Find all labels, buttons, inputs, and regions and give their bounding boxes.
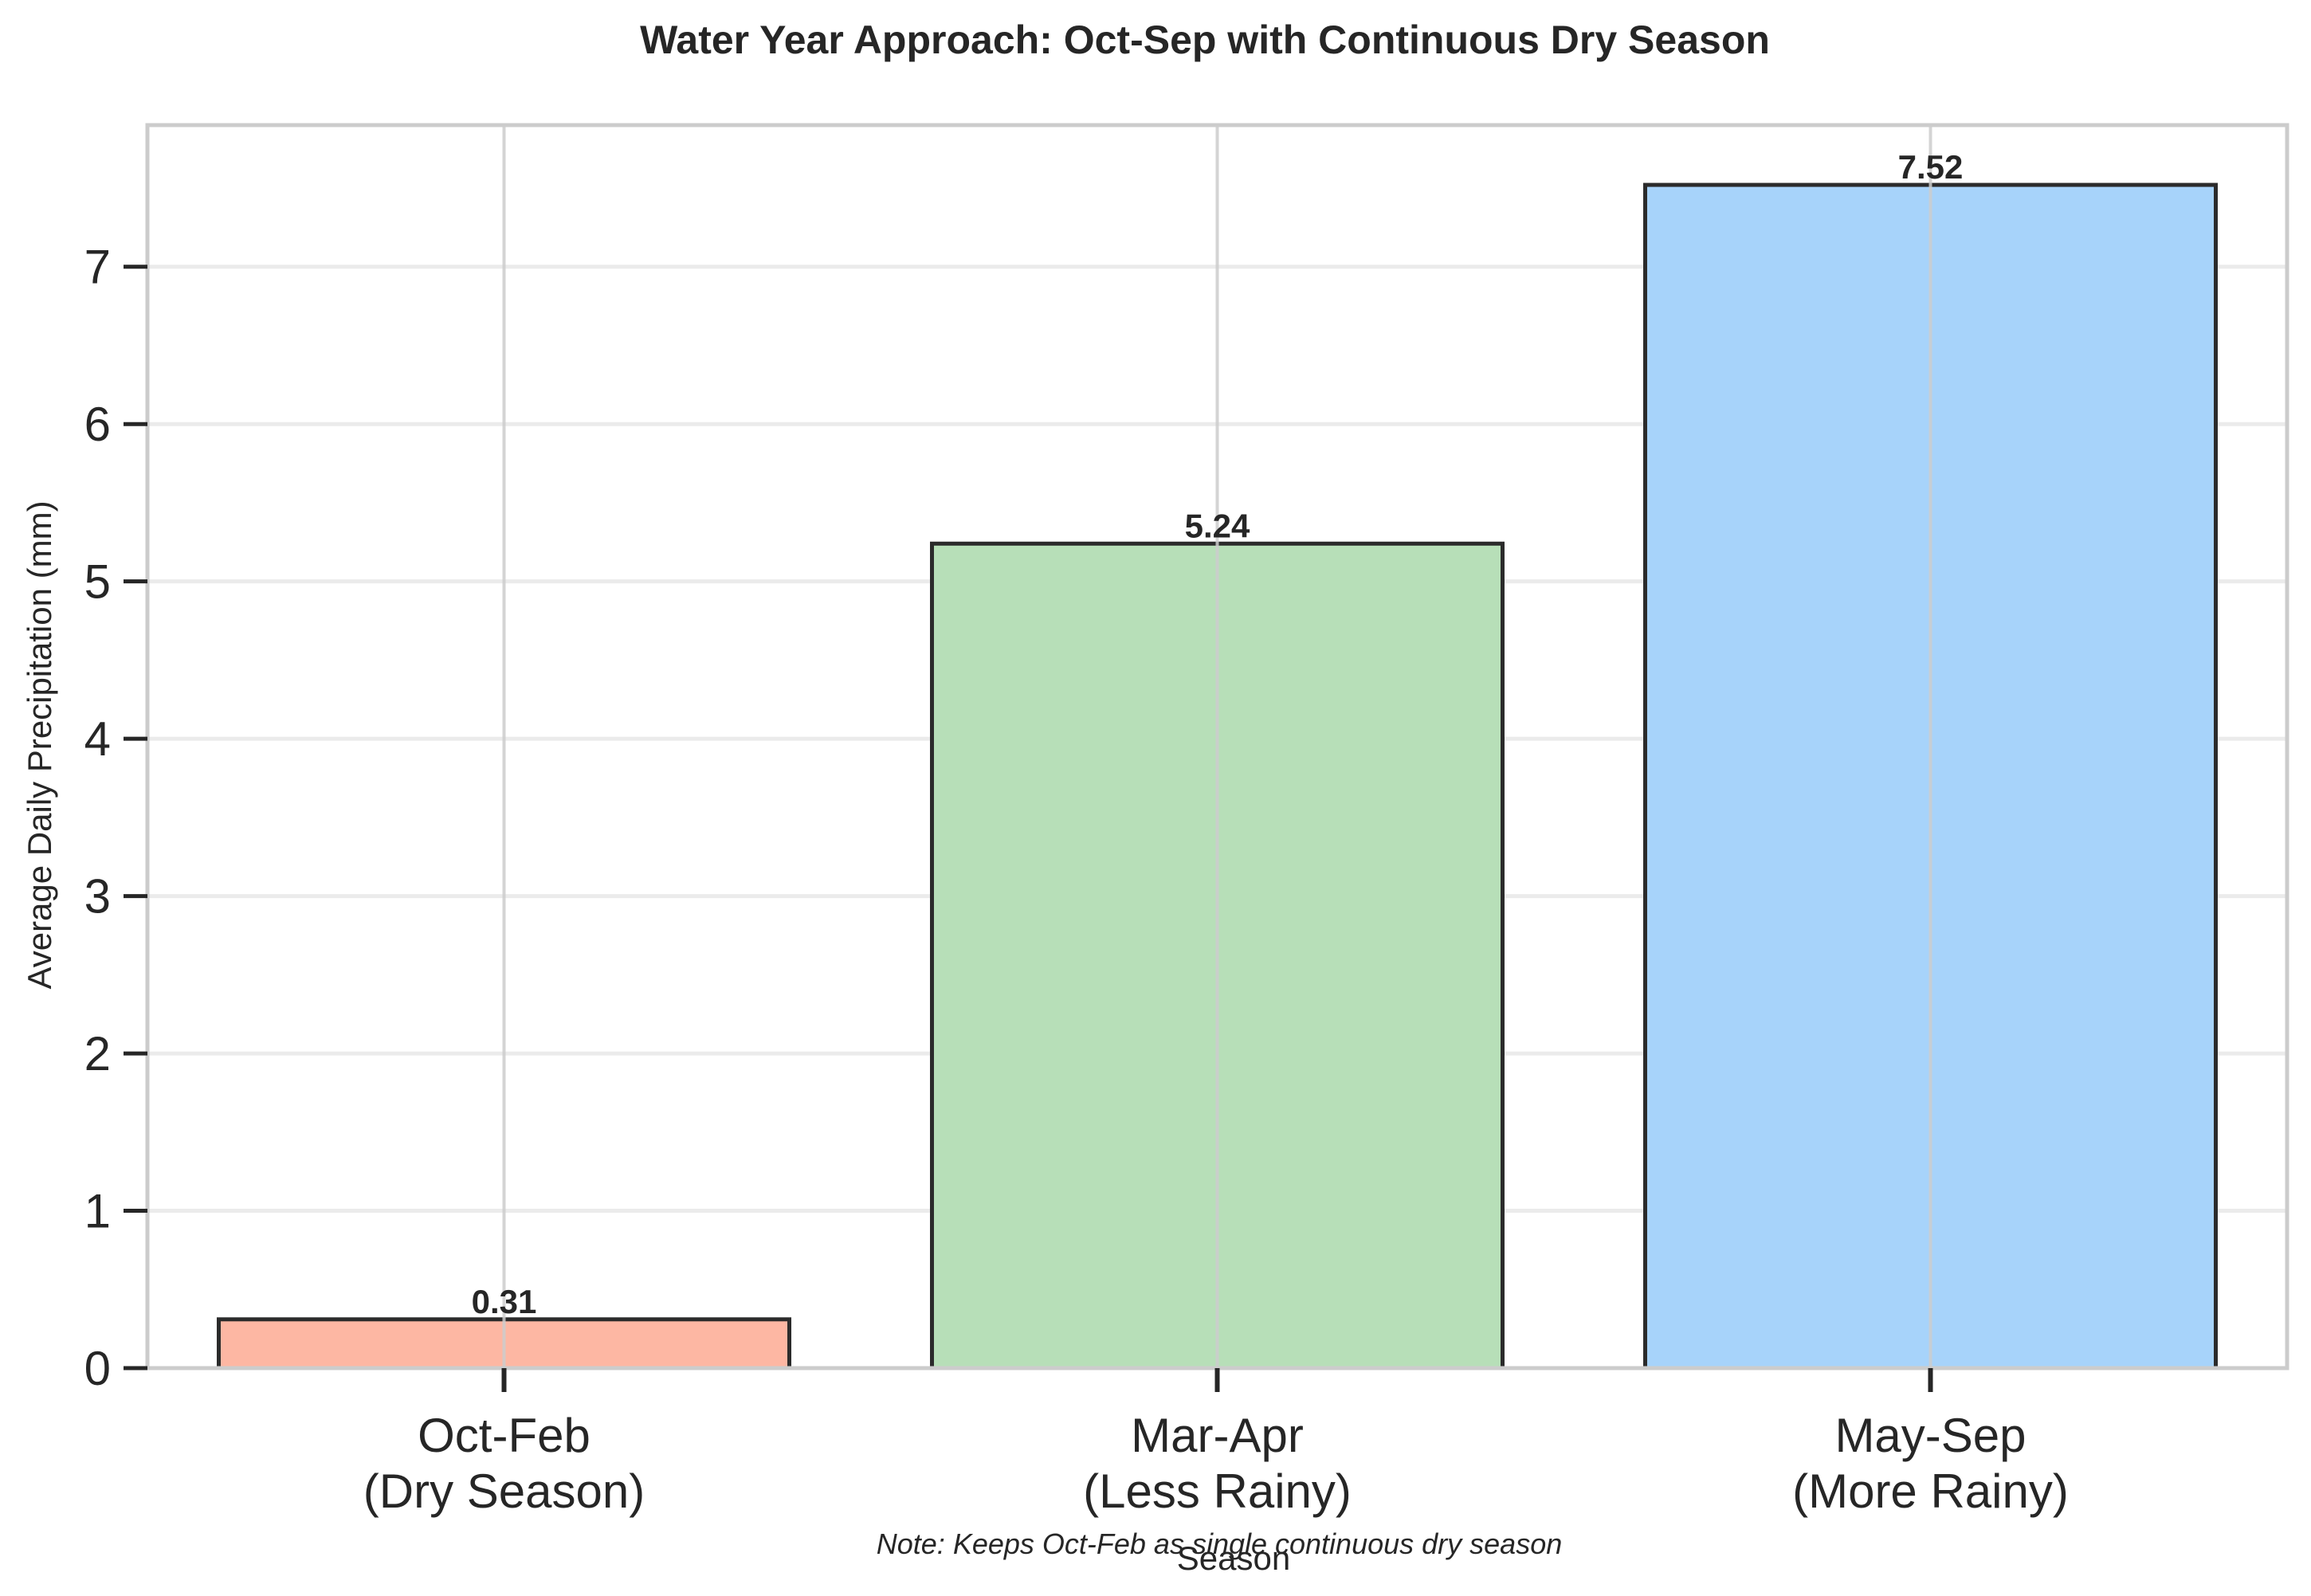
y-tick-label: 6 bbox=[84, 398, 111, 451]
y-axis-label: Average Daily Precipitation (mm) bbox=[21, 500, 58, 989]
x-tick-label-line: (Less Rainy) bbox=[1083, 1465, 1352, 1518]
bar-value-label: 0.31 bbox=[472, 1283, 537, 1320]
y-tick-label: 0 bbox=[84, 1342, 111, 1395]
axis-layer: 0 1 2 3 4 5 6 7 Oct-Feb (Dry Season) Mar-Apr (Less … bbox=[84, 241, 2069, 1518]
x-tick-label-line: (More Rainy) bbox=[1792, 1465, 2069, 1518]
x-tick-label-line: Mar-Apr bbox=[1131, 1409, 1304, 1462]
x-tick-label: May-Sep (More Rainy) bbox=[1792, 1409, 2069, 1518]
x-tick-label: Oct-Feb (Dry Season) bbox=[363, 1409, 645, 1518]
chart-note: Note: Keeps Oct-Feb as single continuous… bbox=[877, 1527, 1562, 1560]
bar-value-label: 5.24 bbox=[1185, 507, 1250, 544]
x-tick-label-line: Oct-Feb bbox=[418, 1409, 591, 1462]
bar-value-label: 7.52 bbox=[1898, 148, 1964, 186]
y-tick-label: 5 bbox=[84, 555, 111, 609]
y-tick-label: 7 bbox=[84, 241, 111, 294]
x-tick-label: Mar-Apr (Less Rainy) bbox=[1083, 1409, 1352, 1518]
chart-title: Water Year Approach: Oct-Sep with Contin… bbox=[640, 18, 1770, 62]
x-tick-label-line: May-Sep bbox=[1834, 1409, 2026, 1462]
y-tick-label: 1 bbox=[84, 1185, 111, 1238]
y-tick-label: 2 bbox=[84, 1027, 111, 1080]
x-axis-label: Season bbox=[1177, 1539, 1290, 1577]
y-tick-label: 3 bbox=[84, 870, 111, 923]
label-layer: 0.31 5.24 7.52 bbox=[472, 148, 1964, 1320]
vertical-grid-layer bbox=[502, 125, 1932, 1368]
x-tick-label-line: (Dry Season) bbox=[363, 1465, 645, 1518]
y-tick-label: 4 bbox=[84, 712, 111, 766]
